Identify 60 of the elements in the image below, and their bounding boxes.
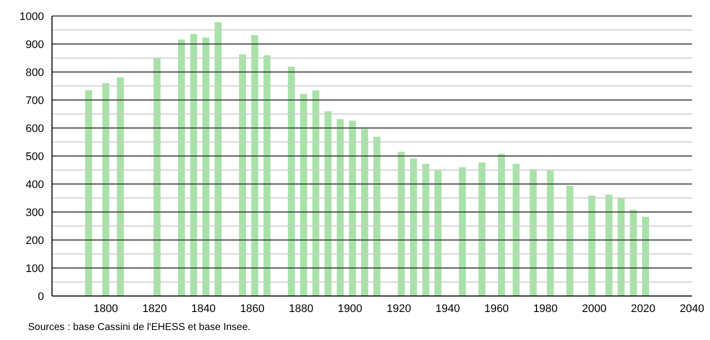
bar	[498, 154, 505, 296]
x-tick-label: 1940	[435, 302, 460, 315]
x-tick-label: 1900	[338, 302, 362, 315]
bar	[373, 136, 380, 296]
bar	[324, 111, 332, 296]
x-tick-label: 1860	[240, 302, 265, 315]
bar	[190, 34, 198, 296]
bar	[630, 210, 637, 296]
x-tick-label: 2020	[630, 302, 656, 315]
y-tick-label: 0	[38, 290, 44, 303]
y-tick-label: 600	[26, 122, 44, 135]
bar	[361, 128, 368, 296]
bar	[398, 152, 405, 296]
bar	[251, 35, 258, 296]
x-tick-label: 1980	[533, 302, 558, 315]
y-tick-label: 300	[26, 206, 44, 219]
bar	[288, 66, 295, 296]
x-tick-label: 1800	[94, 302, 118, 315]
bar	[478, 162, 486, 296]
y-tick-label: 500	[26, 150, 44, 163]
bar	[434, 170, 442, 296]
bar	[336, 119, 344, 296]
bar	[263, 55, 270, 296]
bar	[410, 158, 418, 296]
bar	[512, 164, 520, 296]
y-tick-label: 1000	[20, 10, 44, 23]
y-tick-label: 400	[26, 178, 44, 191]
x-tick-label: 2040	[680, 302, 704, 315]
bar	[546, 170, 554, 296]
y-tick-label: 200	[26, 234, 44, 247]
bar	[300, 94, 308, 296]
bar	[239, 54, 246, 296]
bar	[312, 90, 320, 296]
y-tick-label: 800	[26, 66, 44, 79]
bar	[102, 83, 110, 296]
x-tick-label: 2000	[582, 302, 607, 315]
source-note: Sources : base Cassini de l'EHESS et base Insee.	[28, 322, 252, 333]
bar	[530, 169, 537, 296]
bar	[178, 40, 185, 296]
y-tick-label: 700	[26, 94, 44, 107]
bar	[422, 164, 430, 296]
bar	[605, 194, 612, 296]
y-tick-label: 100	[26, 262, 44, 275]
y-tick-label: 900	[26, 38, 44, 51]
bar	[116, 77, 124, 296]
bar	[458, 167, 466, 296]
x-tick-label: 1960	[484, 302, 509, 315]
x-tick-label: 1880	[288, 302, 314, 315]
bar	[154, 58, 161, 296]
x-tick-label: 1920	[386, 302, 412, 315]
bar	[642, 216, 650, 296]
bar	[214, 22, 222, 296]
bar	[85, 90, 92, 296]
x-tick-label: 1840	[191, 302, 216, 315]
bar	[348, 120, 356, 296]
bar	[202, 38, 210, 296]
bar	[618, 198, 625, 296]
bar	[566, 186, 574, 296]
bar	[588, 195, 596, 296]
x-tick-label: 1820	[142, 302, 167, 315]
